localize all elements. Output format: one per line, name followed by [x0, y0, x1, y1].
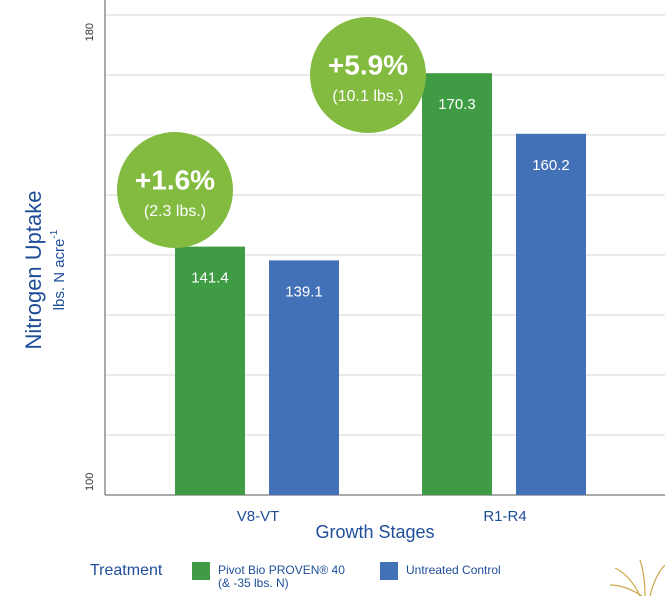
annotation-text: +5.9% [328, 49, 408, 80]
bar [175, 246, 245, 495]
y-axis-label: Nitrogen Uptake [21, 191, 46, 350]
value-label: 139.1 [285, 283, 323, 300]
y-unit-text: lbs. N acre [51, 239, 68, 311]
bar [269, 260, 339, 495]
legend-label: Pivot Bio PROVEN® 40 (& -35 lbs. N) [218, 563, 345, 590]
value-label: 170.3 [438, 96, 476, 113]
decor-plant [609, 559, 665, 597]
y-tick-label: 180 [84, 23, 96, 41]
value-label: 141.4 [191, 270, 229, 287]
value-label: 160.2 [532, 157, 570, 174]
x-tick-label: R1-R4 [483, 508, 526, 525]
annotation-bubble [310, 17, 426, 133]
annotation-bubble [117, 132, 233, 248]
annotation-note: (2.3 lbs.) [144, 203, 206, 220]
y-axis-unit: lbs. N acre-1 [49, 229, 68, 310]
y-tick-label: 100 [84, 473, 96, 491]
legend-label: Untreated Control [406, 563, 501, 577]
legend-swatch [380, 562, 398, 580]
bar [516, 133, 586, 496]
legend-swatch [192, 562, 210, 580]
x-axis-label: Growth Stages [315, 522, 434, 542]
annotation-note: (10.1 lbs.) [332, 88, 403, 105]
x-tick-label: V8-VT [237, 508, 280, 525]
legend-title: Treatment [90, 562, 163, 579]
y-unit-sup: -1 [49, 229, 60, 238]
bar [422, 73, 492, 495]
annotation-text: +1.6% [135, 164, 215, 195]
